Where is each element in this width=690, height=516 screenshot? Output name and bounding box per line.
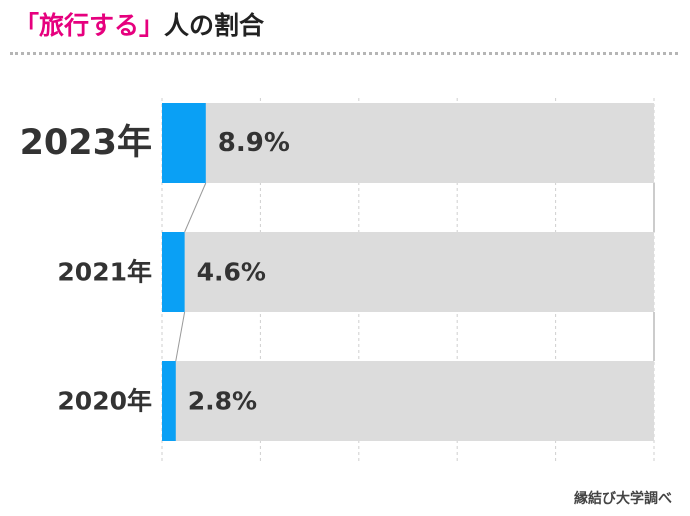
- category-label: 2023年: [20, 123, 152, 163]
- bar-0: [162, 103, 206, 183]
- bar-track: [162, 232, 654, 312]
- chart-title-highlight: 「旅行する」: [14, 11, 165, 40]
- bar-1: [162, 232, 185, 312]
- bar-connector: [184, 182, 207, 233]
- bar-connector: [175, 311, 186, 362]
- category-label: 2020年: [57, 387, 152, 416]
- bar-track: [162, 361, 654, 441]
- source-note: 縁結び大学調べ: [574, 491, 672, 507]
- bar-tracks: [162, 103, 654, 441]
- bar-2: [162, 361, 176, 441]
- title-divider: [10, 52, 678, 55]
- value-label: 8.9%: [218, 128, 290, 158]
- category-label: 2021年: [57, 258, 152, 287]
- bar-connectors: [175, 182, 655, 362]
- value-label: 2.8%: [188, 387, 257, 416]
- value-label: 4.6%: [197, 258, 266, 287]
- chart-title: 「旅行する」人の割合: [14, 8, 264, 44]
- bars: [162, 103, 206, 441]
- chart-title-rest: 人の割合: [164, 11, 265, 40]
- bar-track: [162, 103, 654, 183]
- labels: 2023年 8.9% 2021年 4.6% 2020年 2.8%: [20, 123, 290, 416]
